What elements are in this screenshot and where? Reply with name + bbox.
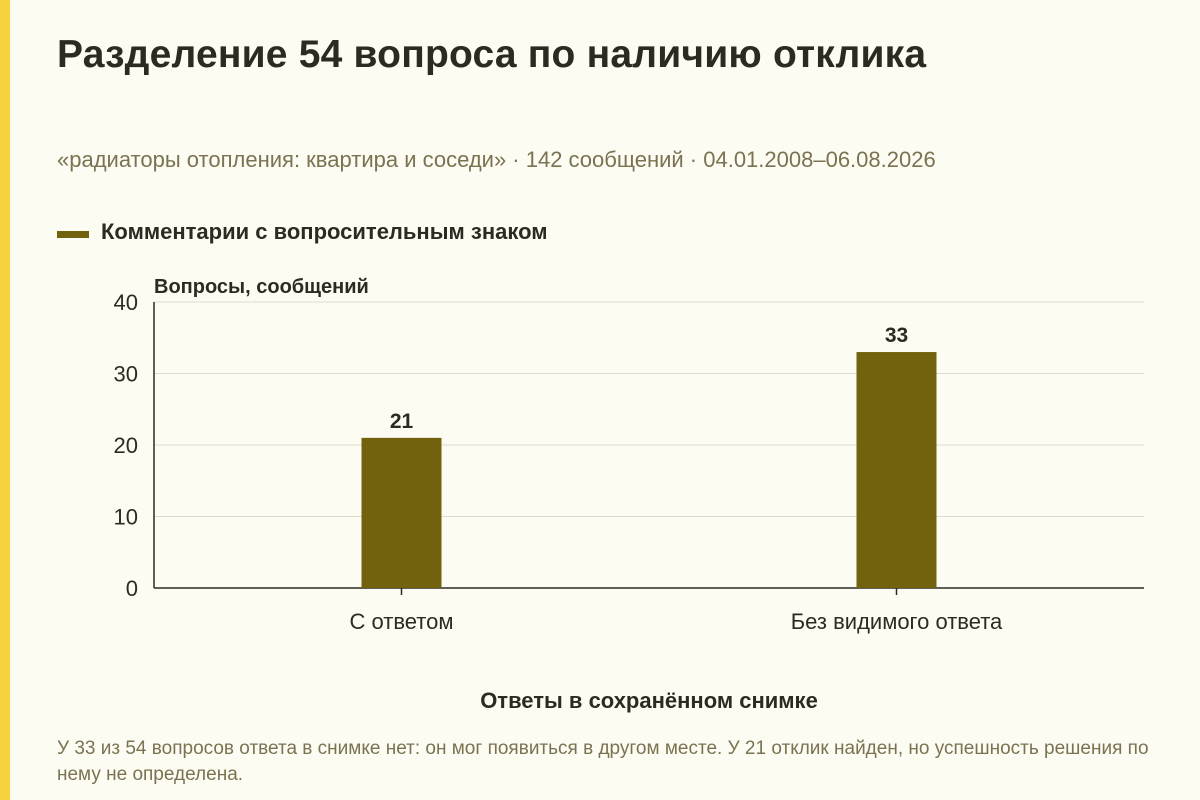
grid-layer bbox=[153, 301, 1144, 589]
page-subtitle: «радиаторы отопления: квартира и соседи»… bbox=[57, 147, 936, 172]
y-tick-label: 20 bbox=[114, 433, 138, 458]
bars bbox=[361, 352, 937, 588]
y-tick-label: 30 bbox=[114, 362, 138, 387]
y-tick-label: 40 bbox=[114, 290, 138, 315]
data-label-1: 21 bbox=[390, 410, 414, 433]
x-tick-labels: С ответом Без видимого ответа bbox=[350, 588, 1003, 634]
y-tick-label: 0 bbox=[126, 576, 138, 601]
bar-1 bbox=[361, 437, 442, 588]
legend: Комментарии с вопросительным знаком bbox=[57, 219, 548, 245]
x-axis-title: Ответы в сохранённом снимке bbox=[480, 688, 818, 713]
x-tick-label-1: С ответом bbox=[350, 609, 454, 634]
y-tick-label: 10 bbox=[114, 505, 138, 530]
data-label-2: 33 bbox=[885, 324, 908, 347]
legend-label: Комментарии с вопросительным знаком bbox=[101, 219, 548, 244]
x-tick-label-2: Без видимого ответа bbox=[791, 609, 1003, 634]
bar-2 bbox=[856, 352, 937, 588]
accent-bar bbox=[0, 0, 10, 800]
page-title: Разделение 54 вопроса по наличию отклика bbox=[57, 33, 927, 76]
legend-swatch bbox=[57, 230, 89, 238]
data-labels: 21 33 bbox=[390, 324, 908, 433]
footnote: У 33 из 54 вопросов ответа в снимке нет:… bbox=[57, 738, 1149, 785]
y-axis-title: Вопросы, сообщений bbox=[154, 276, 369, 298]
y-tick-labels: 0 10 20 30 40 bbox=[114, 290, 138, 601]
